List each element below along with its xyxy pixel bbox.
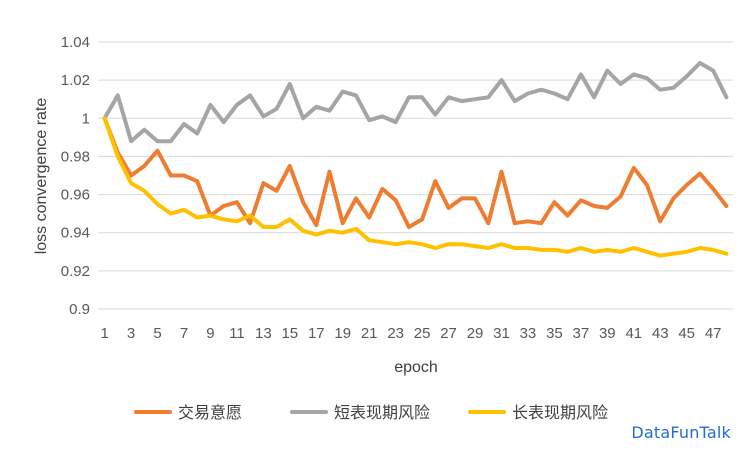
legend-label: 短表现期风险	[334, 403, 430, 422]
y-tick-label: 0.94	[61, 225, 90, 242]
x-tick-label: 39	[599, 325, 616, 342]
x-tick-label: 19	[334, 325, 351, 342]
x-tick-label: 45	[678, 325, 695, 342]
x-tick-label: 25	[414, 325, 431, 342]
legend-label: 长表现期风险	[512, 403, 608, 422]
x-tick-label: 29	[467, 325, 484, 342]
legend: 交易意愿 短表现期风险 长表现期风险	[134, 403, 608, 422]
x-tick-label: 35	[546, 325, 563, 342]
x-tick-label: 41	[625, 325, 642, 342]
series-lines	[102, 61, 729, 258]
x-tick-label: 15	[281, 325, 298, 342]
y-axis-title: loss convergence rate	[33, 98, 50, 255]
x-tick-label: 23	[387, 325, 404, 342]
x-tick-label: 17	[308, 325, 325, 342]
series-line-2	[102, 61, 729, 144]
x-tick-label: 13	[255, 325, 272, 342]
x-tick-label: 3	[127, 325, 135, 342]
series-line-1	[102, 116, 729, 229]
series-line-3	[102, 116, 729, 258]
watermark-logo: DataFunTalk	[631, 423, 731, 442]
x-tick-label: 33	[520, 325, 537, 342]
x-tick-label: 31	[493, 325, 510, 342]
x-tick-label: 21	[361, 325, 378, 342]
x-tick-label: 47	[705, 325, 722, 342]
x-tick-label: 5	[153, 325, 161, 342]
x-tick-label: 27	[440, 325, 457, 342]
y-tick-label: 0.98	[61, 148, 90, 165]
y-axis-ticks: 0.9 0.92 0.94 0.96 0.98 1 1.02 1.04	[61, 34, 90, 318]
y-tick-label: 1.04	[61, 34, 90, 51]
x-axis-title: epoch	[394, 359, 438, 376]
x-tick-label: 1	[100, 325, 108, 342]
y-tick-label: 0.92	[61, 263, 90, 280]
x-tick-label: 7	[180, 325, 188, 342]
y-tick-label: 1.02	[61, 72, 90, 89]
x-axis-ticks: 1 3 5 7 9 11 13 15 17 19 21 23 25 27 29 31 33 35 37 39 41 43 4…	[100, 325, 721, 342]
y-tick-label: 0.9	[69, 301, 90, 318]
x-tick-label: 43	[652, 325, 669, 342]
x-tick-label: 9	[206, 325, 214, 342]
y-tick-label: 0.96	[61, 187, 90, 204]
legend-label: 交易意愿	[178, 403, 242, 422]
y-tick-label: 1	[82, 110, 90, 127]
x-tick-label: 37	[573, 325, 590, 342]
x-tick-label: 11	[229, 325, 245, 342]
